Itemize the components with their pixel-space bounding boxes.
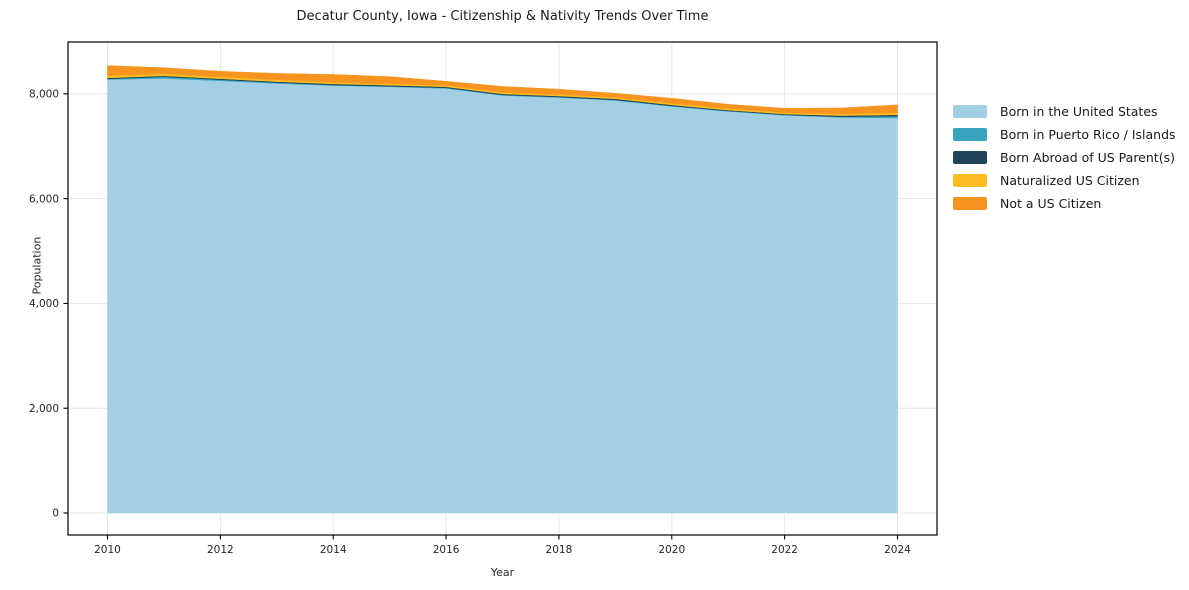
legend-swatch-not-citizen [953, 197, 987, 210]
legend-item-naturalized: Naturalized US Citizen [953, 169, 1176, 192]
ytick-label-6000: 6,000 [29, 193, 59, 205]
xtick-label-2018: 2018 [546, 544, 573, 556]
xtick-label-2014: 2014 [320, 544, 347, 556]
legend-swatch-naturalized [953, 174, 987, 187]
xtick-label-2020: 2020 [658, 544, 685, 556]
x-axis-label: Year [490, 566, 515, 579]
xtick-label-2022: 2022 [771, 544, 798, 556]
legend: Born in the United States Born in Puerto… [953, 100, 1176, 215]
area-series-0 [107, 78, 898, 514]
legend-item-puerto-rico: Born in Puerto Rico / Islands [953, 123, 1176, 146]
xtick-label-2010: 2010 [94, 544, 121, 556]
legend-item-not-citizen: Not a US Citizen [953, 192, 1176, 215]
legend-label-not-citizen: Not a US Citizen [1000, 196, 1102, 211]
legend-swatch-puerto-rico [953, 128, 987, 141]
legend-label-born-us: Born in the United States [1000, 104, 1158, 119]
xtick-label-2024: 2024 [884, 544, 911, 556]
y-axis-label: Population [30, 236, 44, 295]
xtick-label-2016: 2016 [433, 544, 460, 556]
plot-frame [67, 41, 938, 536]
legend-swatch-born-abroad [953, 151, 987, 164]
legend-item-born-abroad: Born Abroad of US Parent(s) [953, 146, 1176, 169]
legend-label-puerto-rico: Born in Puerto Rico / Islands [1000, 127, 1176, 142]
legend-swatch-born-us [953, 105, 987, 118]
ytick-label-8000: 8,000 [29, 89, 59, 101]
chart-title: Decatur County, Iowa - Citizenship & Nat… [296, 9, 709, 24]
legend-item-born-us: Born in the United States [953, 100, 1176, 123]
ytick-label-0: 0 [52, 508, 59, 520]
ytick-label-2000: 2,000 [29, 403, 59, 415]
legend-label-naturalized: Naturalized US Citizen [1000, 173, 1140, 188]
ytick-label-4000: 4,000 [29, 298, 59, 310]
area-series-4 [107, 65, 898, 115]
legend-label-born-abroad: Born Abroad of US Parent(s) [1000, 150, 1175, 165]
xtick-label-2012: 2012 [207, 544, 234, 556]
